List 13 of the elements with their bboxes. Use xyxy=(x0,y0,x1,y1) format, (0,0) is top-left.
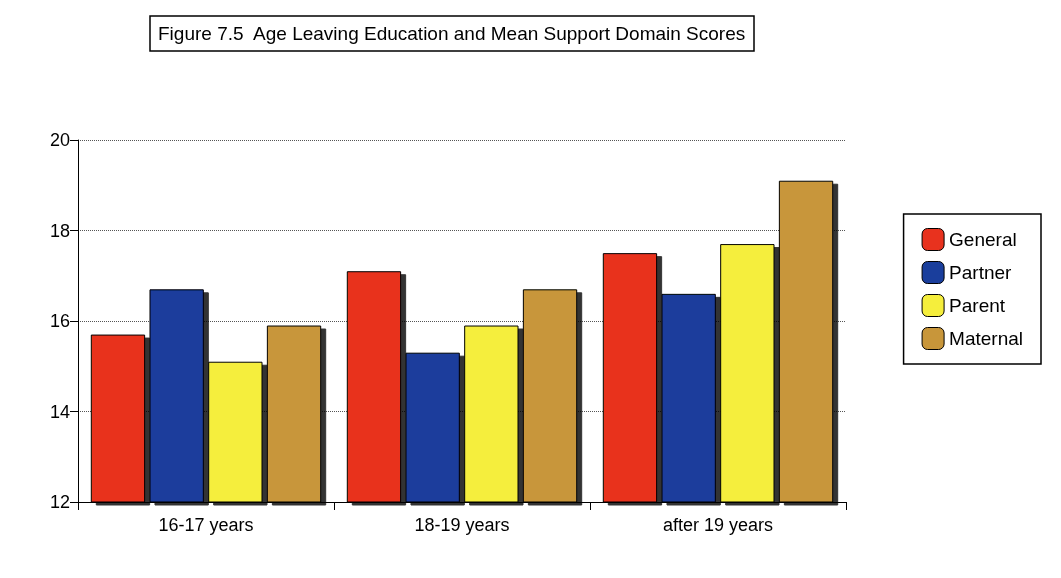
y-tick-label: 12 xyxy=(49,492,70,512)
x-tick-label: 16-17 years xyxy=(158,515,254,535)
legend-label: Partner xyxy=(949,262,1013,283)
x-tick-label: 18-19 years xyxy=(414,515,510,535)
x-tick-label: after 19 years xyxy=(662,515,774,535)
legend-label: Maternal xyxy=(949,328,1023,349)
y-tick-label: 18 xyxy=(49,220,70,241)
y-tick-label: 14 xyxy=(49,401,70,422)
legend-label: Parent xyxy=(949,295,1006,316)
chart-title: Figure 7.5 Age Leaving Education and Mean Support Domain Scores xyxy=(158,23,746,44)
legend-label: General xyxy=(949,229,1017,250)
y-tick-label: 16 xyxy=(49,311,70,331)
y-tick-label: 20 xyxy=(49,130,70,150)
